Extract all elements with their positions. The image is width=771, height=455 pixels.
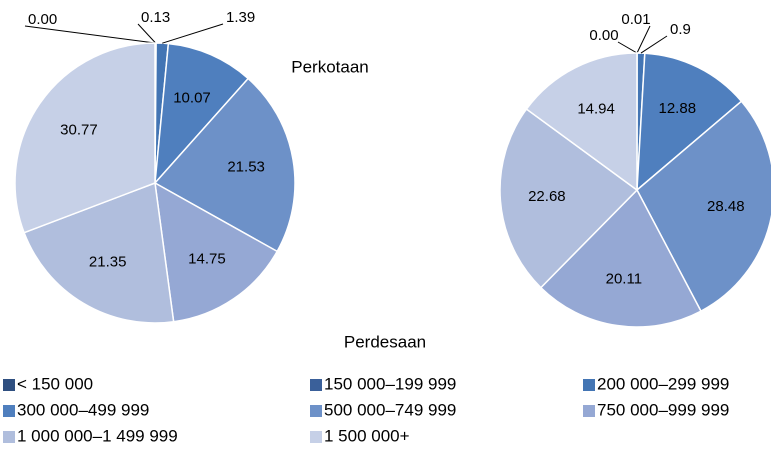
pie-slice [14, 42, 156, 234]
data-label: 21.35 [89, 253, 127, 270]
legend-swatch [583, 405, 595, 417]
legend-label: 1 500 000+ [324, 426, 410, 445]
pie-slice [23, 181, 175, 324]
pie-slice [154, 42, 250, 186]
chart-title: Perdesaan [344, 332, 426, 351]
data-label: 14.75 [188, 250, 226, 267]
legend-label: 200 000–299 999 [597, 374, 729, 393]
legend-swatch [3, 379, 15, 391]
data-label: 0.00 [589, 27, 618, 44]
data-label: 20.11 [606, 270, 642, 287]
pie-slice [154, 181, 279, 323]
legend-swatch [310, 431, 322, 443]
pie-slice [153, 77, 296, 253]
data-label: 21.53 [227, 159, 265, 176]
legend-label: 750 000–999 999 [597, 400, 729, 419]
leader-line [640, 35, 668, 54]
data-label: 10.07 [173, 89, 211, 106]
pie-slice [525, 52, 638, 192]
data-label: 0.9 [670, 21, 691, 38]
legend-swatch [3, 431, 15, 443]
data-label: 28.48 [707, 198, 745, 215]
leader-line [137, 23, 156, 44]
legend-label: 1 000 000–1 499 999 [17, 426, 178, 445]
leader-line [162, 23, 224, 44]
legend-swatch [310, 405, 322, 417]
data-label: 0.13 [141, 9, 170, 26]
leader-line [617, 41, 638, 54]
data-label: 1.39 [226, 9, 255, 26]
leader-line [636, 25, 651, 54]
data-label: 0.01 [621, 11, 650, 28]
legend-swatch [583, 379, 595, 391]
data-label: 22.68 [528, 188, 566, 205]
data-label: 30.77 [60, 121, 98, 138]
data-label: 14.94 [577, 100, 615, 117]
leader-line [24, 25, 156, 44]
legend-label: 300 000–499 999 [17, 400, 149, 419]
data-label: 12.88 [659, 100, 697, 117]
pie-slice [499, 108, 639, 289]
legend-swatch [310, 379, 322, 391]
data-label: 0.00 [28, 11, 57, 28]
legend-swatch [3, 405, 15, 417]
pie-slice [539, 188, 702, 328]
chart-title: Perkotaan [291, 57, 369, 76]
pie-slice [636, 100, 771, 313]
legend-label: < 150 000 [17, 374, 93, 393]
legend-label: 150 000–199 999 [324, 374, 456, 393]
legend-label: 500 000–749 999 [324, 400, 456, 419]
pie-slice [636, 52, 743, 192]
